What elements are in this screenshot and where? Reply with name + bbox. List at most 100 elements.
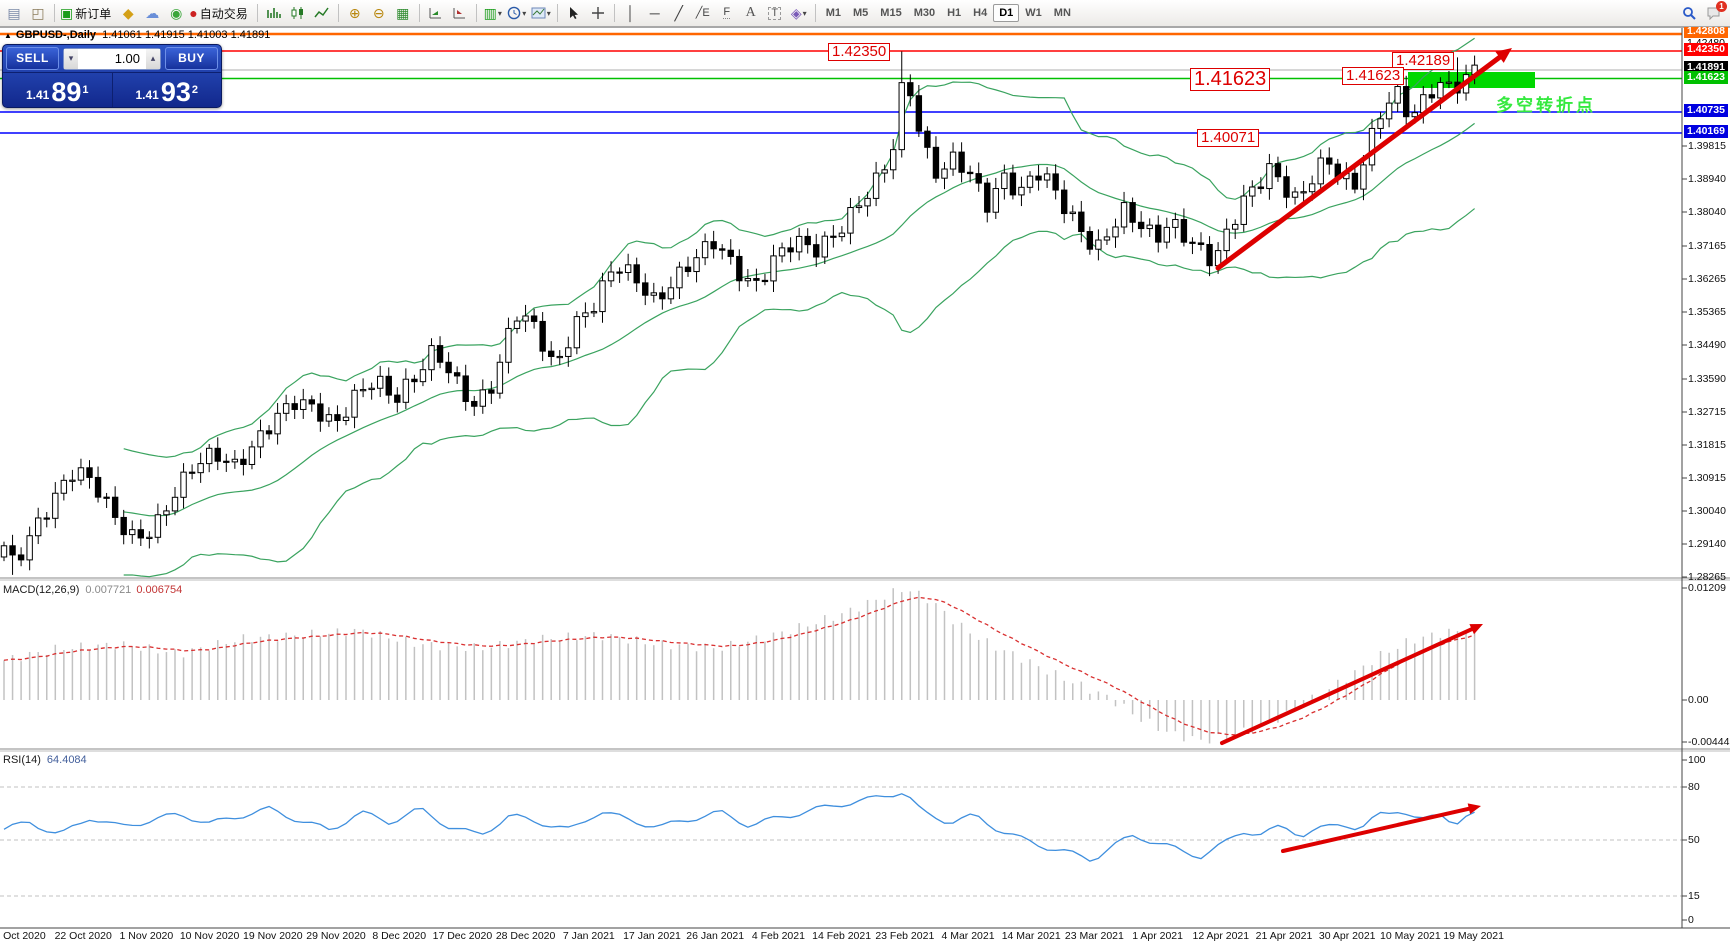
zoom-out-button[interactable]: ⊖	[372, 5, 385, 21]
chart-shift-button[interactable]	[449, 2, 471, 24]
text-tool[interactable]: A	[745, 5, 756, 20]
trend-arrow-2[interactable]	[1469, 624, 1483, 635]
price-axis-label: 1.39815	[1688, 140, 1726, 152]
trend-arrow-1[interactable]	[1495, 48, 1512, 63]
price-axis-label: 1.37165	[1688, 240, 1726, 252]
tile-windows-button[interactable]: ▦	[396, 5, 410, 21]
price-annotation-label[interactable]: 1.40071	[1197, 129, 1260, 147]
notification-count-badge: 1	[1716, 1, 1727, 12]
timeframe-button-mn[interactable]: MN	[1053, 7, 1071, 19]
date-label: 19 Nov 2020	[243, 930, 303, 942]
volume-input[interactable]	[78, 50, 146, 67]
date-label: 29 Nov 2020	[306, 930, 366, 942]
window-icon[interactable]: ▤	[7, 5, 21, 21]
trendline-tool[interactable]: ╱	[674, 5, 683, 21]
price-badge: 1.40735	[1684, 104, 1728, 117]
indicators-button[interactable]: ▥ ▾	[483, 5, 502, 21]
price-axis-label: 1.36265	[1688, 273, 1726, 285]
rsi-line	[3, 793, 1475, 862]
date-label: 4 Feb 2021	[751, 930, 805, 942]
bar-chart-button[interactable]	[263, 2, 285, 24]
price-axis-label: 1.30040	[1688, 505, 1726, 517]
vertical-line-tool[interactable]: │	[626, 5, 636, 21]
chinese-annotation-text[interactable]: 多空转折点	[1496, 96, 1596, 115]
rsi-axis-label: 50	[1688, 834, 1700, 846]
cursor-icon	[570, 7, 579, 19]
price-badge: 1.40169	[1684, 125, 1728, 138]
trend-arrow-3[interactable]	[1467, 803, 1481, 815]
date-label: 1 Nov 2020	[119, 930, 174, 942]
equidistant-channel-tool[interactable]: ╱E	[695, 6, 710, 19]
date-label: 21 Apr 2021	[1255, 930, 1313, 942]
text-label-tool[interactable]: T	[764, 2, 786, 24]
sell-button[interactable]: SELL	[6, 47, 59, 70]
line-chart-icon	[314, 7, 329, 18]
timeframe-button-m1[interactable]: M1	[825, 7, 842, 19]
timeframe-button-m15[interactable]: M15	[880, 7, 902, 19]
price-axis-label: 1.38040	[1688, 206, 1726, 218]
buy-button[interactable]: BUY	[165, 47, 218, 70]
notifications-button[interactable]: 1	[1702, 1, 1727, 24]
horizontal-line-tool[interactable]: ─	[649, 5, 660, 21]
price-annotation-label[interactable]: 1.42350	[828, 43, 891, 61]
volume-decrease-button[interactable]: ▾	[64, 48, 78, 69]
price-annotation-label[interactable]: 1.41623	[1342, 67, 1405, 85]
chart-surface[interactable]: ▲ GBPUSD-,Daily 1.41061 1.41915 1.41003 1…	[0, 25, 1730, 942]
timeframe-button-m30[interactable]: M30	[913, 7, 936, 19]
volume-stepper: ▾ ▴	[63, 47, 161, 70]
toolbar-separator	[54, 4, 55, 22]
auto-scroll-icon	[429, 8, 442, 19]
line-chart-button[interactable]	[311, 2, 333, 24]
new-order-button[interactable]: ▣ 新订单	[60, 2, 115, 24]
templates-button[interactable]: ▾	[530, 2, 552, 24]
periods-button[interactable]: ▾	[506, 2, 528, 24]
date-label: 12 Apr 2021	[1192, 930, 1250, 942]
date-label: 14 Mar 2021	[1001, 930, 1061, 942]
candlestick-chart-button[interactable]	[287, 2, 309, 24]
rsi-panel	[0, 786, 1682, 897]
timeframe-button-m5[interactable]: M5	[853, 7, 869, 19]
rsi-indicator-label: RSI(14) 64.4084	[3, 754, 87, 766]
main-panel	[0, 32, 1682, 578]
metaeditor-icon[interactable]: ◆	[122, 5, 134, 21]
main-toolbar: ▤ ◰ ▣ 新订单 ◆ ☁ ◉ ● 自动交易 ⊕ ⊖ ▦ ▥ ▾ ▾ ▾	[0, 0, 1730, 27]
macd-axis-label: 0.00	[1688, 694, 1709, 706]
auto-scroll-button[interactable]	[425, 2, 447, 24]
templates-icon	[531, 7, 546, 19]
price-annotation-label[interactable]: 1.41623	[1190, 68, 1271, 91]
price-badge: 1.41623	[1684, 71, 1728, 84]
price-axis-label: 1.34490	[1688, 339, 1726, 351]
price-axis-label: 1.30915	[1688, 472, 1726, 484]
price-badge: 1.42808	[1684, 25, 1728, 38]
arrows-tool[interactable]: ◈ ▾	[790, 5, 807, 21]
crosshair-tool-button[interactable]	[587, 2, 609, 24]
macd-indicator-label: MACD(12,26,9) 0.007721 0.006754	[3, 584, 183, 596]
autotrading-button[interactable]: ● 自动交易	[189, 2, 251, 24]
autotrading-label: 自动交易	[199, 6, 248, 21]
timeframe-button-h1[interactable]: H1	[947, 7, 962, 19]
buy-price-display[interactable]: 1.41 93 2	[111, 73, 222, 107]
volume-increase-button[interactable]: ▴	[146, 48, 160, 69]
sell-price-display[interactable]: 1.41 89 1	[25, 77, 89, 107]
timeframe-button-h4[interactable]: H4	[973, 7, 988, 19]
chart-profile-icon[interactable]: ◰	[31, 5, 45, 21]
candlestick-chart-icon	[291, 7, 304, 19]
timeframe-button-w1[interactable]: W1	[1025, 7, 1042, 19]
fibonacci-tool[interactable]: F	[723, 6, 731, 19]
community-icon[interactable]: ☁	[145, 5, 160, 21]
zoom-in-button[interactable]: ⊕	[348, 5, 361, 21]
macd-axis-label: -0.004446	[1688, 736, 1730, 748]
bar-chart-icon	[267, 8, 282, 18]
cursor-tool-button[interactable]	[563, 2, 585, 24]
collapse-triangle-icon[interactable]: ▲	[4, 31, 12, 40]
annotation-objects[interactable]	[1215, 48, 1512, 853]
search-button[interactable]	[1678, 2, 1700, 24]
price-annotation-label[interactable]: 1.42189	[1392, 52, 1455, 70]
chart-shift-icon	[453, 8, 466, 19]
timeframe-button-d1[interactable]: D1	[993, 4, 1020, 22]
price-badge: 1.41891	[1684, 61, 1728, 74]
macd-signal-line	[3, 596, 1475, 736]
date-label: 22 Oct 2020	[54, 930, 112, 942]
signal-icon[interactable]: ◉	[170, 5, 183, 21]
